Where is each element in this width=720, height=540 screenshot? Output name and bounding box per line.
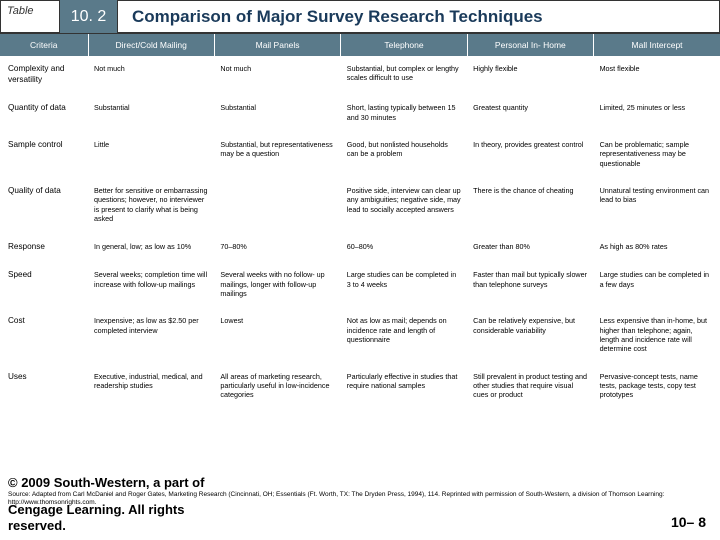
data-cell: Positive side, interview can clear up an…	[341, 178, 467, 233]
table-header-row: Criteria Direct/Cold Mailing Mail Panels…	[0, 34, 720, 56]
data-cell: Better for sensitive or embarrassing que…	[88, 178, 214, 233]
criteria-cell: Speed	[0, 262, 88, 308]
page-number: 10– 8	[671, 514, 706, 530]
data-cell: In general, low; as low as 10%	[88, 234, 214, 263]
data-cell: Large studies can be completed in 3 to 4…	[341, 262, 467, 308]
col-telephone: Telephone	[341, 34, 467, 56]
data-cell: Executive, industrial, medical, and read…	[88, 364, 214, 410]
data-cell: Faster than mail but typically slower th…	[467, 262, 593, 308]
data-cell: Not much	[214, 56, 340, 95]
comparison-table: Criteria Direct/Cold Mailing Mail Panels…	[0, 34, 720, 410]
table-body: Complexity and versatilityNot muchNot mu…	[0, 56, 720, 410]
col-mail-panels: Mail Panels	[214, 34, 340, 56]
criteria-cell: Cost	[0, 308, 88, 363]
data-cell: Greater than 80%	[467, 234, 593, 263]
col-personal-home: Personal In- Home	[467, 34, 593, 56]
data-cell: Little	[88, 132, 214, 178]
table-row: Quality of dataBetter for sensitive or e…	[0, 178, 720, 233]
table-row: Sample controlLittleSubstantial, but rep…	[0, 132, 720, 178]
data-cell: Not as low as mail; depends on incidence…	[341, 308, 467, 363]
criteria-cell: Quantity of data	[0, 95, 88, 132]
data-cell: Several weeks; completion time will incr…	[88, 262, 214, 308]
data-cell: All areas of marketing research, particu…	[214, 364, 340, 410]
col-criteria: Criteria	[0, 34, 88, 56]
criteria-cell: Uses	[0, 364, 88, 410]
table-header: Table 10. 2 Comparison of Major Survey R…	[0, 0, 720, 34]
table-title: Comparison of Major Survey Research Tech…	[118, 0, 720, 33]
data-cell: Unnatural testing environment can lead t…	[594, 178, 720, 233]
data-cell: Substantial	[88, 95, 214, 132]
copyright-line-3: reserved.	[8, 518, 712, 534]
data-cell: Can be problematic; sample representativ…	[594, 132, 720, 178]
data-cell: There is the chance of cheating	[467, 178, 593, 233]
col-mall-intercept: Mall Intercept	[594, 34, 720, 56]
criteria-cell: Complexity and versatility	[0, 56, 88, 95]
data-cell	[214, 178, 340, 233]
table-row: SpeedSeveral weeks; completion time will…	[0, 262, 720, 308]
data-cell: Substantial	[214, 95, 340, 132]
data-cell: Limited, 25 minutes or less	[594, 95, 720, 132]
data-cell: Pervasive-concept tests, name tests, pac…	[594, 364, 720, 410]
data-cell: Several weeks with no follow- up mailing…	[214, 262, 340, 308]
data-cell: In theory, provides greatest control	[467, 132, 593, 178]
data-cell: 60–80%	[341, 234, 467, 263]
table-row: Quantity of dataSubstantialSubstantialSh…	[0, 95, 720, 132]
criteria-cell: Quality of data	[0, 178, 88, 233]
data-cell: Still prevalent in product testing and o…	[467, 364, 593, 410]
criteria-cell: Sample control	[0, 132, 88, 178]
data-cell: Large studies can be completed in a few …	[594, 262, 720, 308]
data-cell: As high as 80% rates	[594, 234, 720, 263]
footer: © 2009 South-Western, a part of Source: …	[8, 475, 712, 534]
data-cell: Can be relatively expensive, but conside…	[467, 308, 593, 363]
data-cell: Particularly effective in studies that r…	[341, 364, 467, 410]
data-cell: 70–80%	[214, 234, 340, 263]
table-row: ResponseIn general, low; as low as 10%70…	[0, 234, 720, 263]
table-row: CostInexpensive; as low as $2.50 per com…	[0, 308, 720, 363]
data-cell: Not much	[88, 56, 214, 95]
data-cell: Short, lasting typically between 15 and …	[341, 95, 467, 132]
col-direct-mail: Direct/Cold Mailing	[88, 34, 214, 56]
table-row: Complexity and versatilityNot muchNot mu…	[0, 56, 720, 95]
table-number: 10. 2	[60, 0, 118, 33]
copyright-line-1: © 2009 South-Western, a part of	[8, 475, 712, 491]
data-cell: Substantial, but representativeness may …	[214, 132, 340, 178]
data-cell: Good, but nonlisted households can be a …	[341, 132, 467, 178]
data-cell: Lowest	[214, 308, 340, 363]
criteria-cell: Response	[0, 234, 88, 263]
table-row: UsesExecutive, industrial, medical, and …	[0, 364, 720, 410]
table-label: Table	[0, 0, 60, 33]
data-cell: Less expensive than in-home, but higher …	[594, 308, 720, 363]
data-cell: Most flexible	[594, 56, 720, 95]
data-cell: Inexpensive; as low as $2.50 per complet…	[88, 308, 214, 363]
data-cell: Greatest quantity	[467, 95, 593, 132]
copyright-line-2: Cengage Learning. All rights	[8, 502, 712, 518]
data-cell: Substantial, but complex or lengthy scal…	[341, 56, 467, 95]
data-cell: Highly flexible	[467, 56, 593, 95]
